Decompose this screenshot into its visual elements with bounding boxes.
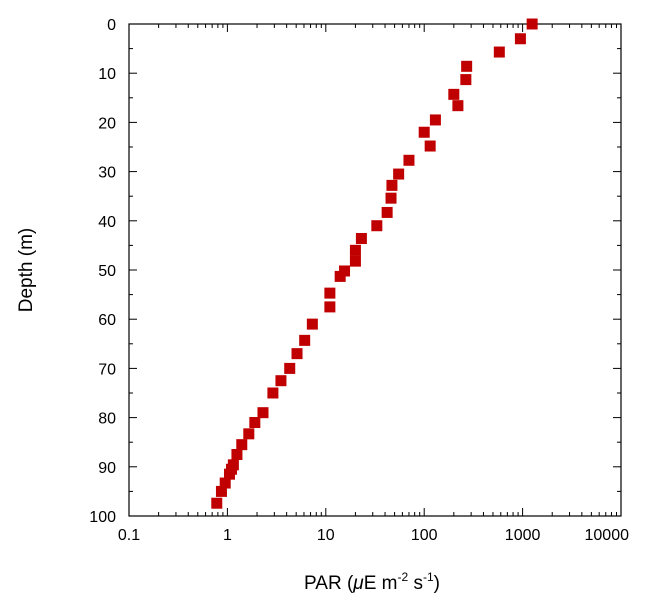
x-axis-title-close: ) <box>434 573 440 594</box>
data-point <box>231 449 243 460</box>
y-tick-label: 50 <box>98 263 116 280</box>
y-axis-ticks: 0 10 20 30 40 50 60 70 80 90 100 <box>89 17 621 526</box>
x-axis-title-exp2: -1 <box>423 570 434 584</box>
data-point <box>306 318 318 330</box>
y-tick-label: 70 <box>98 361 116 378</box>
data-point <box>526 18 538 30</box>
x-tick-label: 10 <box>317 527 335 544</box>
y-tick-label: 20 <box>98 115 116 132</box>
y-tick-label: 90 <box>98 460 116 477</box>
data-point <box>249 417 261 429</box>
data-point <box>215 485 227 497</box>
data-point <box>514 33 526 45</box>
data-point <box>393 168 405 180</box>
data-point <box>371 220 383 232</box>
data-point <box>236 439 248 451</box>
y-axis-title: Depth (m) <box>16 228 37 312</box>
data-point <box>223 468 235 480</box>
data-point <box>418 126 430 138</box>
data-point <box>385 192 397 204</box>
data-point <box>219 477 231 489</box>
x-tick-label: 0.1 <box>118 527 140 544</box>
x-tick-label: 1 <box>223 527 232 544</box>
x-tick-label: 100 <box>411 527 438 544</box>
data-point <box>355 233 367 245</box>
x-axis-title-unit: E m <box>364 573 398 594</box>
data-point <box>299 334 311 346</box>
data-point <box>334 270 346 282</box>
y-tick-label: 100 <box>89 509 116 526</box>
data-point <box>493 46 505 58</box>
x-axis-title-exp1: -2 <box>398 570 409 584</box>
data-point <box>381 206 393 218</box>
data-point <box>211 497 223 509</box>
data-points <box>211 18 538 509</box>
x-axis-title-mid: s <box>408 573 423 594</box>
data-point <box>257 407 269 419</box>
data-point <box>403 154 415 166</box>
data-point <box>424 140 436 152</box>
data-point <box>324 301 336 313</box>
x-axis-ticks: 0.1 1 10 100 1000 10000 <box>118 24 629 544</box>
data-point <box>275 375 287 387</box>
data-point <box>429 114 441 126</box>
data-point <box>461 60 473 72</box>
y-tick-label: 60 <box>98 312 116 329</box>
y-tick-label: 10 <box>98 66 116 83</box>
plot-frame <box>128 23 622 517</box>
data-point <box>324 287 336 299</box>
x-tick-label: 1000 <box>505 527 541 544</box>
data-point <box>267 387 279 399</box>
x-tick-label: 10000 <box>585 527 630 544</box>
x-axis-title: PAR (μE m-2 s-1) <box>304 570 440 594</box>
y-tick-label: 40 <box>98 214 116 231</box>
y-tick-label: 30 <box>98 165 116 182</box>
data-point <box>349 255 361 267</box>
data-point <box>243 428 255 440</box>
data-point <box>386 179 398 191</box>
data-point <box>452 100 464 112</box>
data-point <box>460 74 472 86</box>
data-point <box>291 348 303 360</box>
data-point <box>284 362 296 374</box>
data-point <box>349 244 361 256</box>
y-tick-label: 0 <box>107 17 116 34</box>
x-axis-title-main: PAR ( <box>304 573 354 594</box>
x-axis-title-mu: μ <box>352 573 364 594</box>
y-tick-label: 80 <box>98 411 116 428</box>
data-point <box>448 88 460 100</box>
